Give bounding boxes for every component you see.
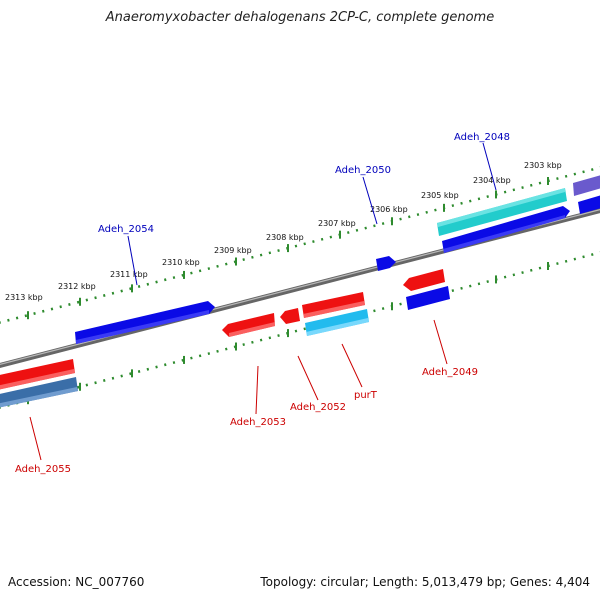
outer-ruler-track	[0, 166, 600, 324]
gene-adeh-2055-red[interactable]	[0, 359, 75, 390]
label-adeh-2054: Adeh_2054	[98, 224, 154, 235]
kbp-label-2304: 2304 kbp	[473, 176, 511, 185]
gene-adeh-2055-steel[interactable]	[0, 377, 78, 408]
leader-adeh-2053	[255, 365, 259, 415]
leader-adeh-2052	[297, 355, 319, 401]
label-purT: purT	[354, 390, 378, 401]
label-adeh-2049: Adeh_2049	[422, 367, 478, 378]
gene-adeh-2049-blue[interactable]	[406, 286, 450, 310]
label-adeh-2052: Adeh_2052	[290, 402, 346, 413]
gene-top-right-blue[interactable]	[578, 194, 600, 214]
gene-adeh-2050[interactable]	[376, 256, 396, 271]
gene-purT[interactable]	[305, 309, 369, 336]
leader-adeh-2055	[29, 416, 42, 461]
gene-adeh-2048-track1[interactable]	[437, 188, 567, 236]
kbp-label-2307: 2307 kbp	[318, 219, 356, 228]
gene-small-red[interactable]	[280, 308, 300, 324]
leader-purT	[341, 343, 363, 388]
kbp-label-2303: 2303 kbp	[524, 161, 562, 170]
accession-text: Accession: NC_007760	[8, 575, 145, 589]
kbp-label-2305: 2305 kbp	[421, 191, 459, 200]
ruler-ticks	[27, 177, 549, 405]
kbp-label-2310: 2310 kbp	[162, 258, 200, 267]
gene-adeh-2052[interactable]	[302, 292, 365, 318]
leader-adeh-2048	[482, 142, 497, 191]
kbp-label-2311: 2311 kbp	[110, 270, 148, 279]
label-adeh-2048: Adeh_2048	[454, 132, 510, 143]
genome-summary-text: Topology: circular; Length: 5,013,479 bp…	[260, 575, 590, 589]
kbp-label-2312: 2312 kbp	[58, 282, 96, 291]
map-title: Anaeromyxobacter dehalogenans 2CP-C, com…	[105, 10, 495, 25]
kbp-label-2306: 2306 kbp	[370, 205, 408, 214]
kbp-label-2309: 2309 kbp	[214, 246, 252, 255]
leader-adeh-2049	[433, 319, 448, 365]
label-adeh-2053: Adeh_2053	[230, 417, 286, 428]
label-adeh-2055: Adeh_2055	[15, 464, 71, 475]
gene-adeh-2054[interactable]	[75, 301, 215, 344]
leader-adeh-2054	[127, 235, 138, 286]
kbp-label-2313: 2313 kbp	[5, 293, 43, 302]
gene-top-right-purple[interactable]	[573, 174, 600, 196]
gene-adeh-2048-track2[interactable]	[442, 206, 570, 253]
leader-adeh-2050	[362, 176, 378, 225]
gene-adeh-2049-red[interactable]	[403, 269, 445, 291]
kbp-label-2308: 2308 kbp	[266, 233, 304, 242]
label-adeh-2050: Adeh_2050	[335, 165, 391, 176]
gene-adeh-2053[interactable]	[222, 313, 275, 337]
